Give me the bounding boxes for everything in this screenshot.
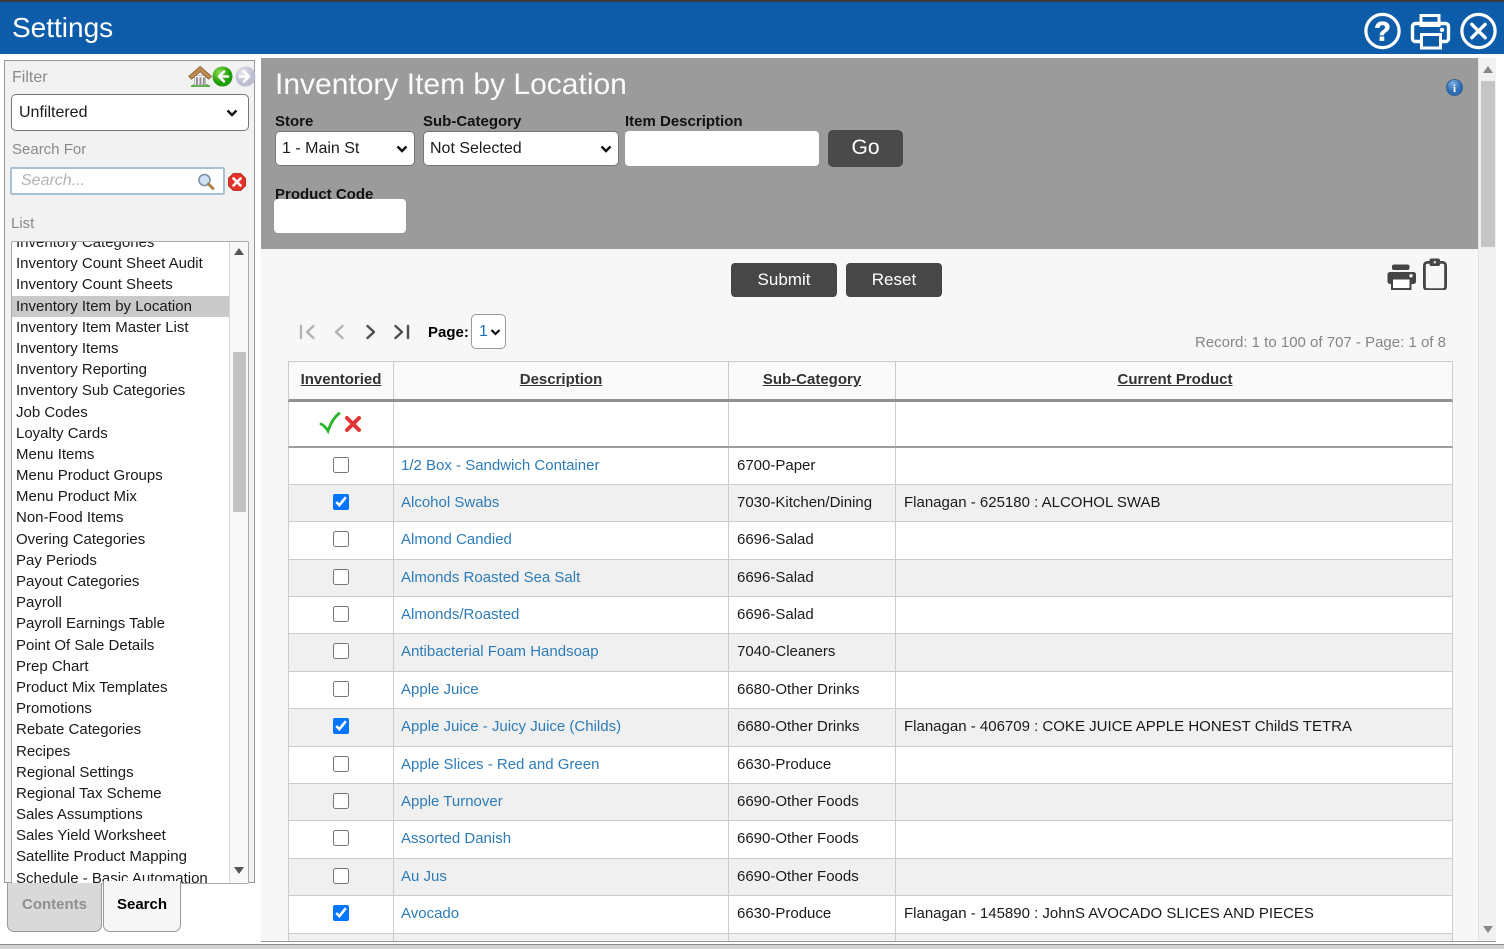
svg-text:?: ? xyxy=(1374,17,1391,47)
svg-text:i: i xyxy=(1453,83,1456,95)
